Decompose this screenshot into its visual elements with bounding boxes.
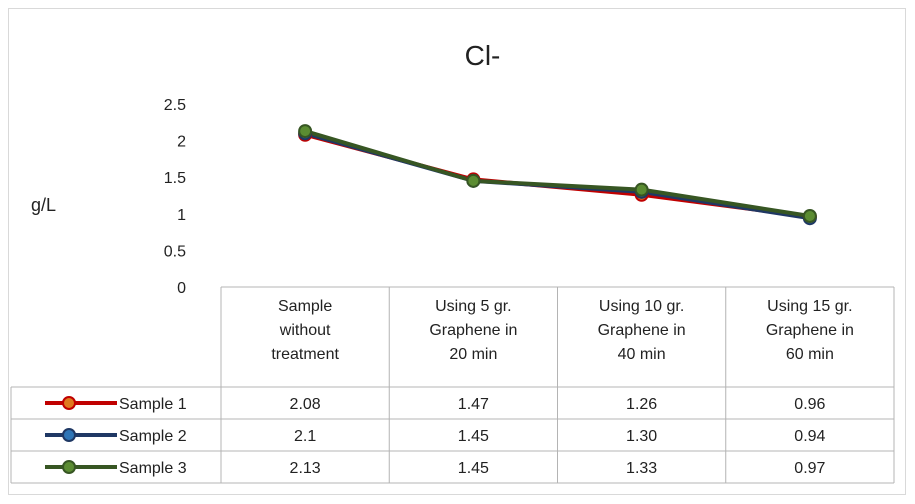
table-cell-value: 1.26: [626, 396, 657, 413]
chart-svg: Cl-g/L 0 0.5 1 1.5 2 2.5 Sample without treatment…: [10, 40, 895, 484]
table-cell-value: 2.1: [294, 428, 316, 445]
data-point: [634, 182, 649, 197]
legend-label: Sample 3: [119, 460, 187, 477]
x-tick-label: without: [279, 322, 331, 339]
data-point: [466, 173, 481, 188]
x-tick-label: 20 min: [449, 346, 497, 363]
series-line: [304, 129, 811, 218]
y-tick-label: 1.5: [164, 170, 186, 187]
table-cell-value: 1.45: [458, 460, 489, 477]
y-axis-label: g/L: [31, 195, 56, 215]
x-tick-label: 40 min: [618, 346, 666, 363]
x-tick-label: Graphene in: [429, 322, 517, 339]
data-point: [802, 208, 817, 223]
legend-label: Sample 1: [119, 396, 187, 413]
chart-title: Cl-: [465, 40, 501, 71]
x-tick-label: Using 10 gr.: [599, 298, 684, 315]
x-tick-label: Using 15 gr.: [767, 298, 852, 315]
x-tick-label: Graphene in: [766, 322, 854, 339]
table-cell-value: 2.13: [290, 460, 321, 477]
y-tick-label: 2: [177, 134, 186, 151]
legend-marker: [62, 460, 76, 474]
legend-marker: [62, 396, 76, 410]
table-cell-value: 0.96: [794, 396, 825, 413]
table-cell-value: 1.47: [458, 396, 489, 413]
x-tick-label: 60 min: [786, 346, 834, 363]
x-tick-label: treatment: [271, 346, 339, 363]
y-tick-label: 2.5: [164, 97, 186, 114]
y-tick-label: 0.5: [164, 243, 186, 260]
legend-label: Sample 2: [119, 428, 187, 445]
table-cell-value: 0.97: [794, 460, 825, 477]
x-tick-label: Using 5 gr.: [435, 298, 511, 315]
table-cell-value: 1.30: [626, 428, 657, 445]
table-cell-value: 2.08: [290, 396, 321, 413]
y-tick-label: 1: [177, 207, 186, 224]
table-cell-value: 1.33: [626, 460, 657, 477]
data-point: [298, 124, 313, 139]
table-cell-value: 1.45: [458, 428, 489, 445]
legend-marker: [62, 428, 76, 442]
table-cell-value: 0.94: [794, 428, 825, 445]
x-tick-label: Graphene in: [598, 322, 686, 339]
y-tick-label: 0: [177, 280, 186, 297]
x-tick-label: Sample: [278, 298, 332, 315]
chart-frame: Cl-g/L 0 0.5 1 1.5 2 2.5 Sample without treatment…: [8, 8, 906, 495]
